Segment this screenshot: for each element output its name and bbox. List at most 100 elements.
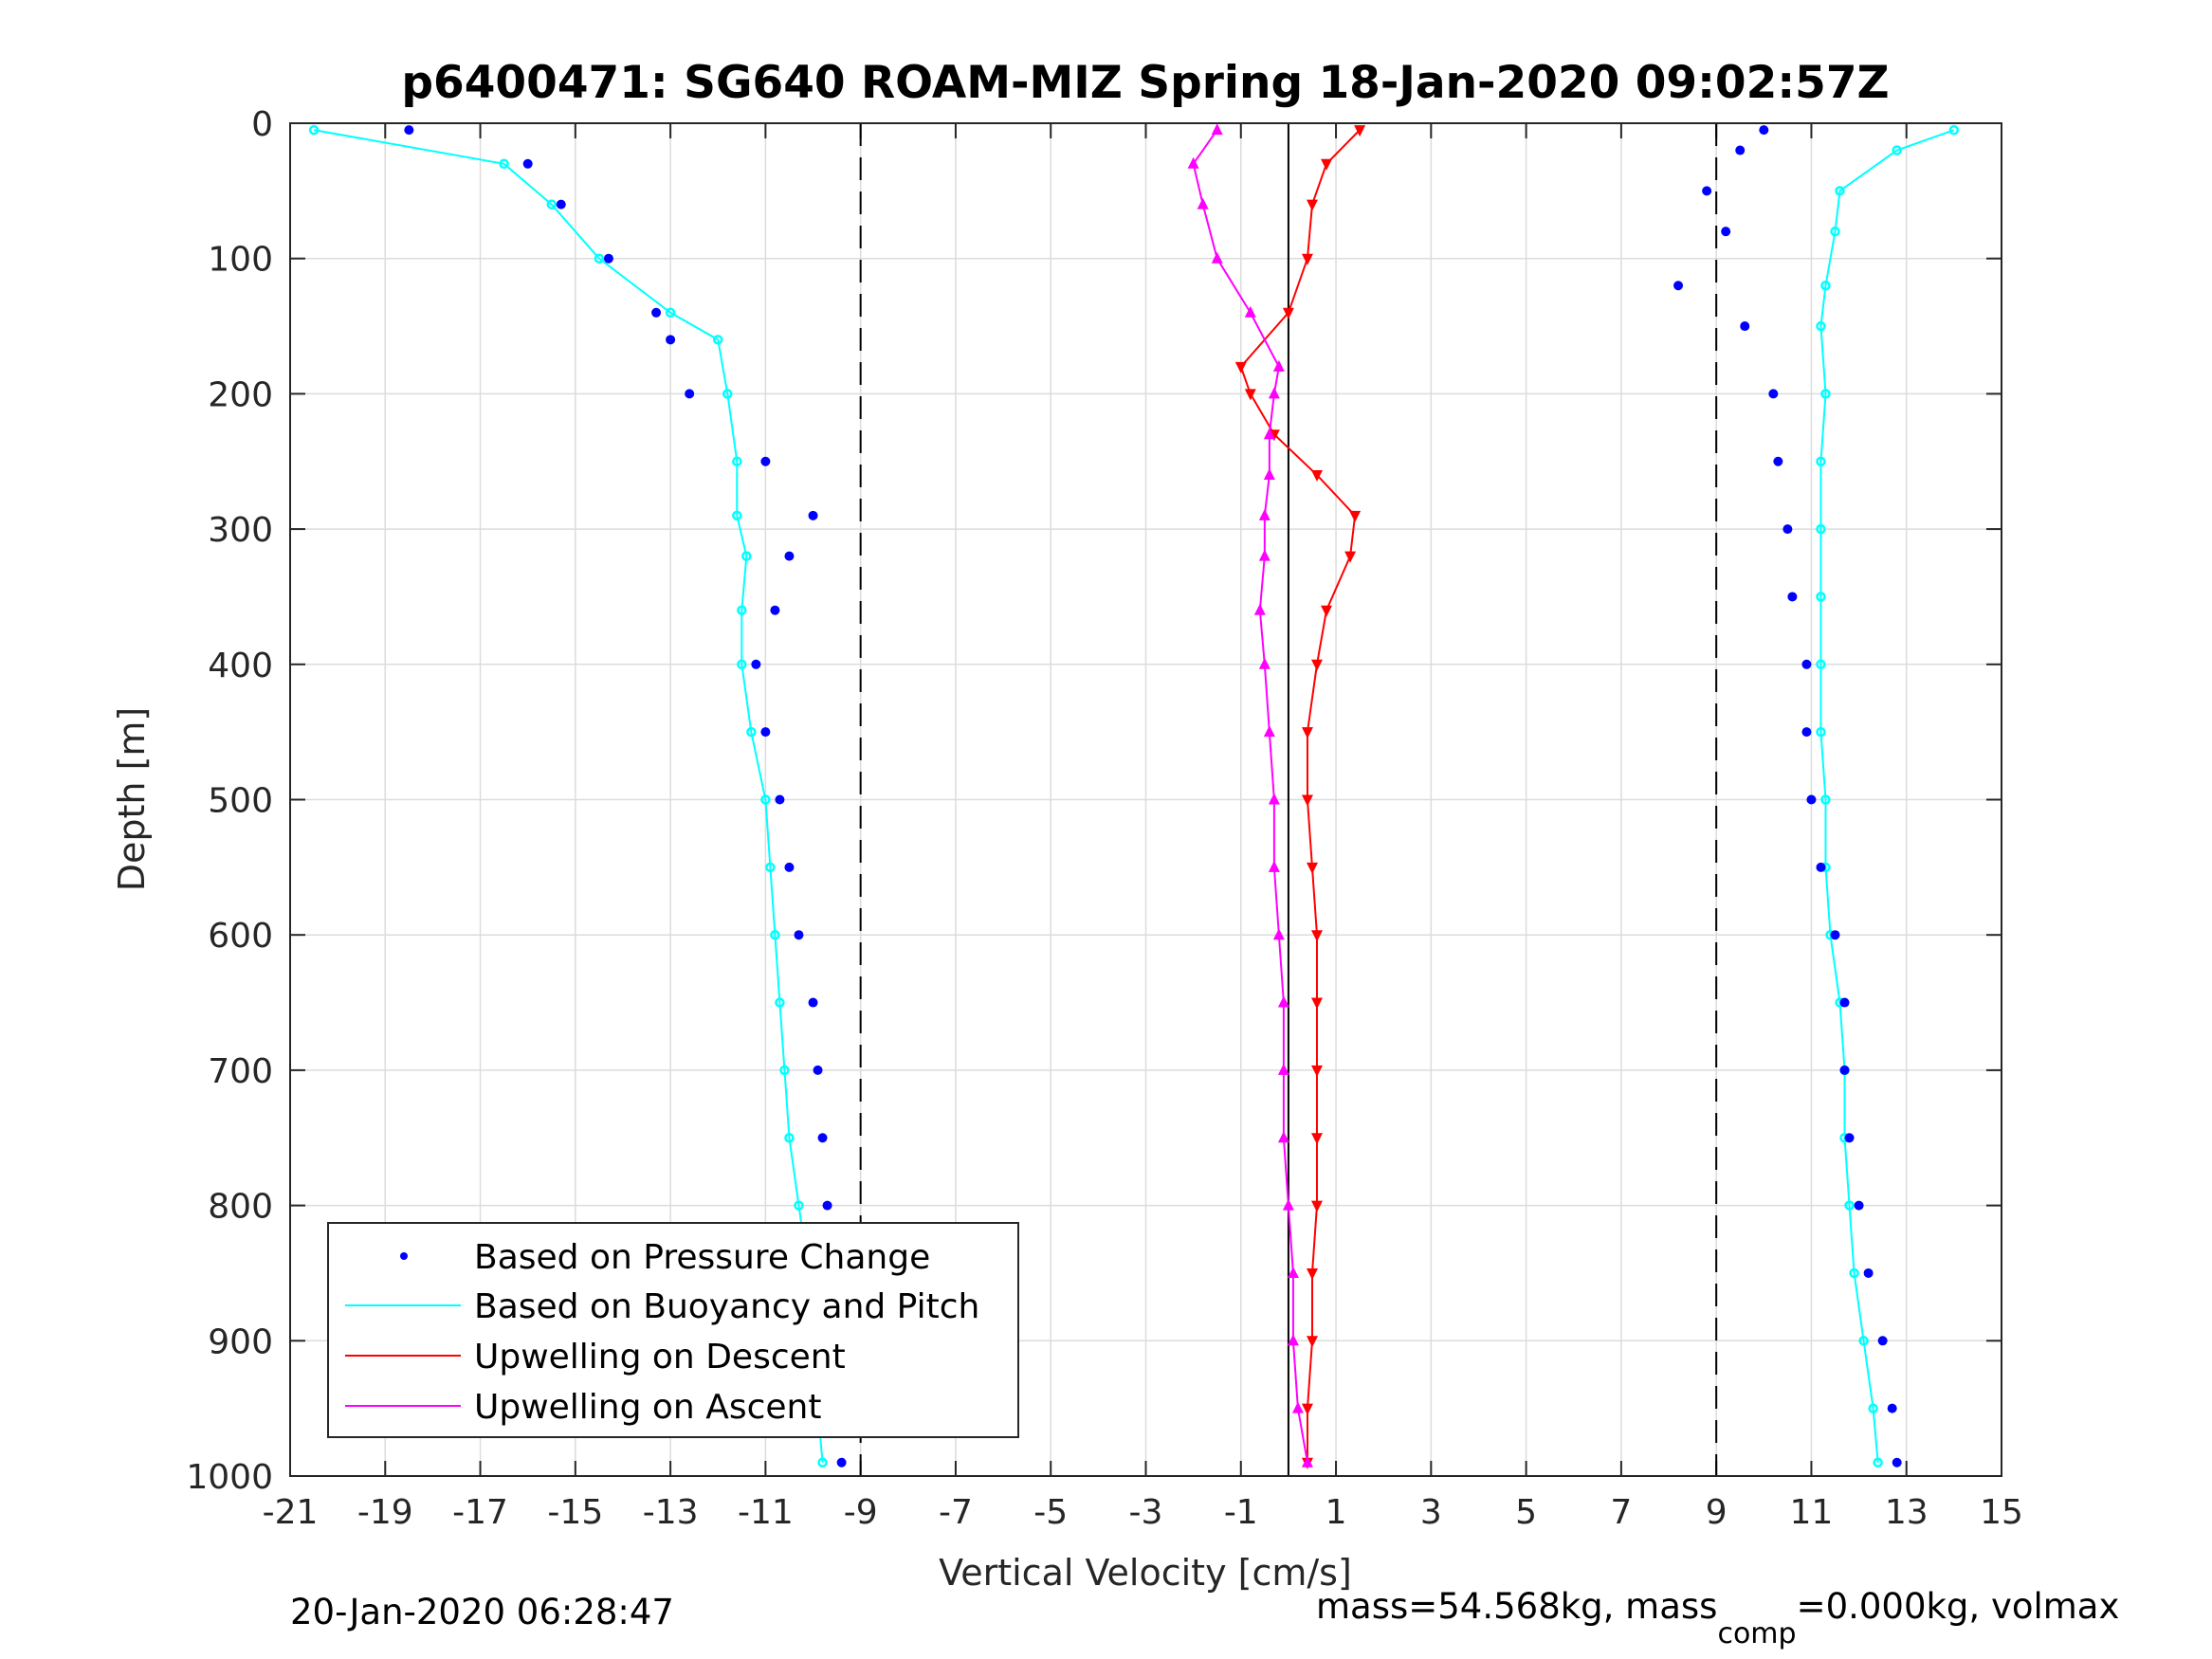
footer-mass-info: mass=54.568kg, masscomp=0.000kg, volmax	[1316, 1586, 2119, 1650]
pressure-change-point	[1759, 125, 1769, 136]
pressure-change-point	[404, 125, 414, 136]
pressure-change-point	[760, 456, 771, 466]
legend-pressure-marker	[400, 1252, 408, 1260]
buoyancy-pitch-point	[308, 124, 320, 136]
x-tick-label: -5	[1033, 1493, 1068, 1532]
footer-mass-sub: comp	[1717, 1617, 1796, 1650]
buoyancy-pitch-point	[713, 335, 723, 345]
upwelling-descent-point	[1311, 997, 1323, 1010]
x-tick-label: 7	[1610, 1493, 1632, 1532]
upwelling-descent-point	[1301, 253, 1313, 265]
upwelling-ascent-point	[1272, 359, 1285, 372]
series-pressure-ascent-2	[1673, 125, 1902, 1468]
buoyancy-pitch-point	[1873, 1457, 1883, 1468]
pressure-change-point	[817, 1133, 828, 1143]
upwelling-descent-point	[1321, 158, 1333, 171]
upwelling-descent-point	[1282, 307, 1294, 319]
series-layer	[308, 123, 1960, 1469]
pressure-change-point	[1673, 281, 1684, 291]
legend: Based on Pressure Change Based on Buoyan…	[327, 1222, 1019, 1438]
x-tick-label: -15	[547, 1493, 603, 1532]
x-tick-label: 5	[1515, 1493, 1537, 1532]
pressure-change-point	[685, 389, 695, 399]
y-tick-label: 300	[208, 511, 273, 550]
buoyancy-pitch-point	[779, 1065, 790, 1076]
upwelling-ascent-point	[1277, 1131, 1289, 1143]
plot-frame	[289, 122, 2002, 1477]
y-axis-label: Depth [m]	[111, 707, 153, 892]
pressure-change-point	[794, 930, 804, 940]
pressure-change-point	[1801, 659, 1812, 669]
y-tick-label: 500	[208, 782, 273, 821]
buoyancy-pitch-point	[732, 456, 742, 466]
buoyancy-pitch-point	[817, 1457, 828, 1468]
buoyancy-pitch-point	[737, 659, 747, 670]
pressure-change-point	[603, 253, 613, 264]
buoyancy-pitch-point	[784, 1133, 795, 1143]
pressure-change-point	[1830, 930, 1840, 940]
pressure-change-point	[770, 605, 780, 615]
upwelling-ascent-point	[1244, 305, 1256, 318]
pressure-change-point	[666, 335, 676, 345]
x-tick-label: -1	[1224, 1493, 1258, 1532]
upwelling-ascent-point	[1263, 428, 1275, 440]
pressure-change-point	[1702, 186, 1712, 196]
buoyancy-pitch-point	[1816, 726, 1826, 738]
buoyancy-pitch-point	[732, 510, 742, 521]
upwelling-ascent-point	[1258, 549, 1271, 561]
upwelling-descent-point	[1306, 1336, 1318, 1348]
upwelling-descent-point	[1311, 1065, 1323, 1077]
x-tick-label: 13	[1885, 1493, 1929, 1532]
upwelling-descent-point	[1311, 1133, 1323, 1145]
buoyancy-pitch-point	[665, 307, 676, 319]
buoyancy-pitch-point	[1816, 592, 1826, 602]
x-tick-label: 15	[1980, 1493, 2023, 1532]
pressure-change-point	[651, 307, 662, 318]
buoyancy-pitch-point	[1816, 320, 1826, 332]
buoyancy-pitch-point	[1948, 124, 1960, 136]
pressure-change-point	[1892, 1457, 1902, 1468]
upwelling-ascent-point	[1253, 603, 1266, 615]
buoyancy-pitch-point	[1816, 659, 1826, 670]
buoyancy-pitch-point	[775, 997, 785, 1008]
buoyancy-pitch-point	[765, 862, 776, 873]
series-line	[313, 129, 824, 1463]
upwelling-descent-point	[1306, 862, 1318, 874]
x-tick-labels: -21 -19 -17 -15 -13 -11 -9 -7 -5 -3 -1 1 3 5 7 9 11 13 15	[263, 1493, 2023, 1532]
y-tick-label: 1000	[186, 1458, 273, 1497]
upwelling-descent-point	[1301, 1403, 1313, 1415]
y-tick-label: 900	[208, 1322, 273, 1361]
y-tick-label: 200	[208, 375, 273, 414]
pressure-change-point	[760, 727, 771, 738]
footer-mass-tail: =0.000kg, volmax	[1797, 1586, 2120, 1627]
upwelling-descent-point	[1244, 389, 1256, 401]
buoyancy-pitch-point	[499, 158, 509, 170]
pressure-change-point	[1740, 321, 1750, 332]
pressure-change-point	[822, 1200, 832, 1211]
buoyancy-pitch-point	[746, 726, 757, 738]
pressure-change-point	[1787, 592, 1798, 602]
buoyancy-pitch-point	[1830, 226, 1840, 237]
legend-label-ascent: Upwelling on Ascent	[474, 1388, 821, 1427]
pressure-change-point	[522, 158, 533, 169]
upwelling-descent-point	[1306, 1267, 1318, 1280]
x-tick-label: -9	[844, 1493, 878, 1532]
y-tick-label: 700	[208, 1052, 273, 1091]
x-tick-label: -7	[939, 1493, 973, 1532]
pressure-change-point	[1844, 1133, 1855, 1143]
buoyancy-pitch-point	[1816, 523, 1826, 535]
upwelling-ascent-point	[1277, 995, 1289, 1008]
pressure-change-point	[808, 997, 818, 1008]
pressure-change-point	[1782, 524, 1793, 535]
x-tick-label: -17	[452, 1493, 508, 1532]
upwelling-descent-point	[1354, 125, 1366, 137]
pressure-change-point	[1773, 456, 1783, 466]
pressure-change-point	[1854, 1200, 1864, 1211]
y-tick-label: 400	[208, 647, 273, 685]
upwelling-ascent-point	[1263, 725, 1275, 738]
y-tick-labels: 0 100 200 300 400 500 600 700 800 900 1000	[186, 105, 273, 1497]
upwelling-descent-point	[1311, 470, 1323, 483]
x-tick-label: 3	[1420, 1493, 1442, 1532]
upwelling-descent-point	[1349, 510, 1362, 522]
